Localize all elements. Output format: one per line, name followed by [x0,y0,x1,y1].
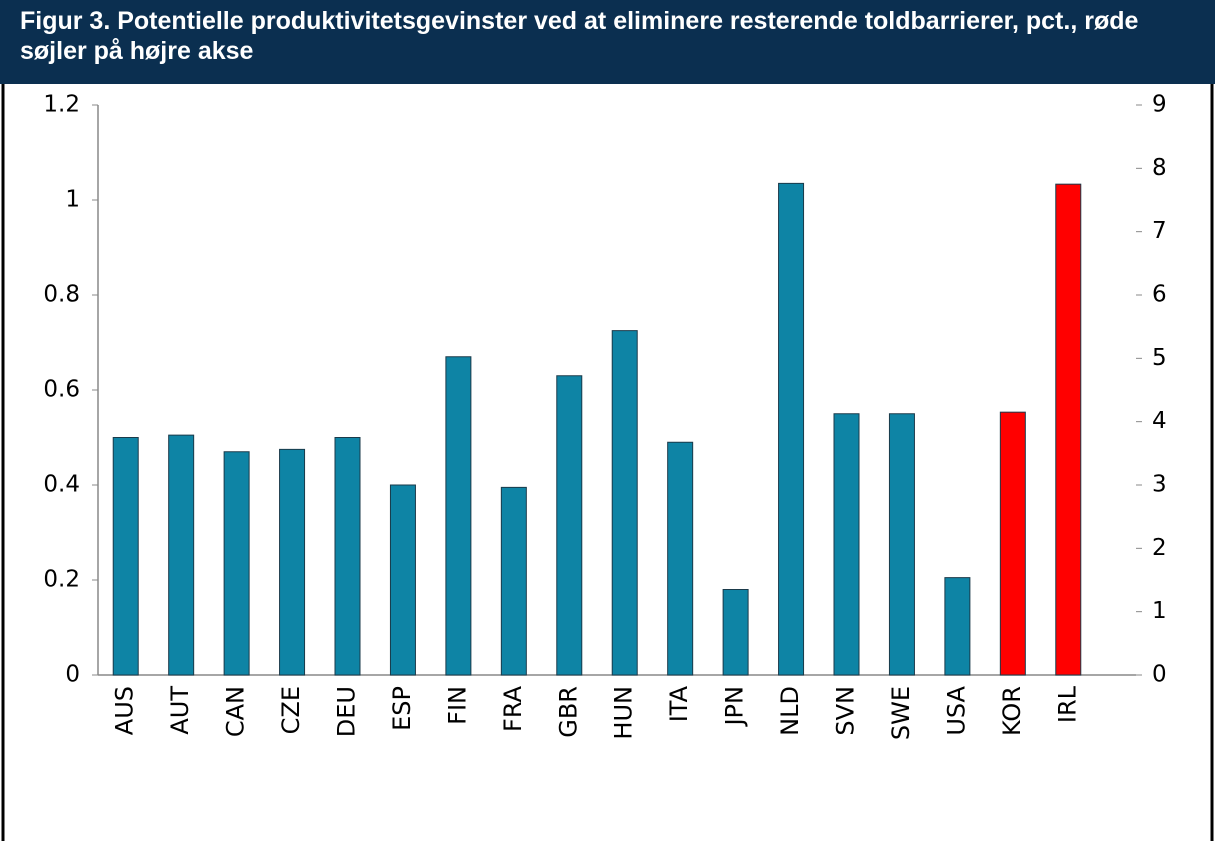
x-tick-label: AUT [166,686,194,735]
x-tick-label: USA [942,685,970,735]
bar [223,451,250,676]
chart-title: Figur 3. Potentielle produktivitetsgevin… [0,0,1215,84]
bar [112,437,139,676]
x-tick-label: ITA [665,685,693,722]
y2-tick-label: 9 [1152,92,1167,118]
x-tick-label: SVN [832,686,860,736]
x-tick-label: GBR [554,686,582,738]
x-tick-label: SWE [887,686,915,740]
y2-tick-label: 5 [1152,345,1167,371]
y2-tick-label: 0 [1152,662,1167,688]
x-tick-label: IRL [1053,685,1081,723]
x-tick-label: NLD [776,686,804,736]
y2-tick-label: 3 [1152,472,1167,498]
bar [833,413,860,676]
x-tick-label: HUN [610,686,638,740]
bar [279,448,306,676]
x-tick-label: FIN [443,686,471,725]
y-tick-label: 0.6 [43,377,80,403]
bar [1055,183,1082,676]
bar [944,577,971,676]
bar [445,356,472,676]
bar [888,413,915,676]
y2-tick-label: 7 [1152,218,1167,244]
bar [389,484,416,676]
bar [334,437,361,676]
y2-tick-label: 6 [1152,282,1167,308]
y-tick-label: 1.2 [43,92,80,118]
y-tick-label: 0.4 [43,472,80,498]
x-tick-label: CZE [277,686,305,734]
x-tick-label: CAN [222,686,250,737]
x-tick-label: JPN [721,686,749,728]
x-tick-label: ESP [388,686,416,731]
y-tick-label: 0.8 [43,282,80,308]
y2-tick-label: 4 [1152,408,1167,434]
y2-tick-label: 1 [1152,598,1167,624]
bar [778,182,805,676]
y-tick-label: 0 [65,662,80,688]
bar [611,330,638,676]
x-tick-label: DEU [333,686,361,737]
x-tick-label: AUS [111,686,139,735]
bar [556,375,583,676]
x-tick-label: KOR [998,686,1026,736]
y-tick-label: 1 [65,187,80,213]
x-tick-label: FRA [499,685,527,732]
y2-tick-label: 8 [1152,155,1167,181]
bar [722,589,749,676]
bar [500,486,527,676]
bar [667,441,694,676]
bar [168,434,195,676]
y2-tick-label: 2 [1152,535,1167,561]
bar [999,411,1026,676]
y-tick-label: 0.2 [43,567,80,593]
